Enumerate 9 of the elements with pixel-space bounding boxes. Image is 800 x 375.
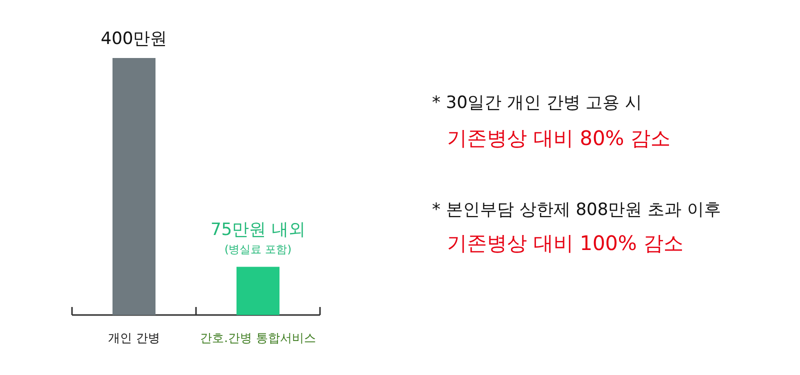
text: 기존병상 대비 100% 감소: [447, 231, 684, 255]
data-label: 75만원 내외: [210, 220, 306, 240]
x-tick-label: 개인 간병: [108, 331, 160, 345]
text: 기존병상 대비 80% 감소: [447, 126, 671, 150]
text: * 30일간 개인 간병 고용 시: [432, 93, 642, 113]
data-label: 400만원: [100, 29, 168, 49]
annotation: (병실료 포함): [224, 242, 292, 256]
text: * 본인부담 상한제 808만원 초과 이후: [432, 200, 721, 220]
x-tick-label: 간호.간병 통합서비스: [200, 331, 316, 345]
